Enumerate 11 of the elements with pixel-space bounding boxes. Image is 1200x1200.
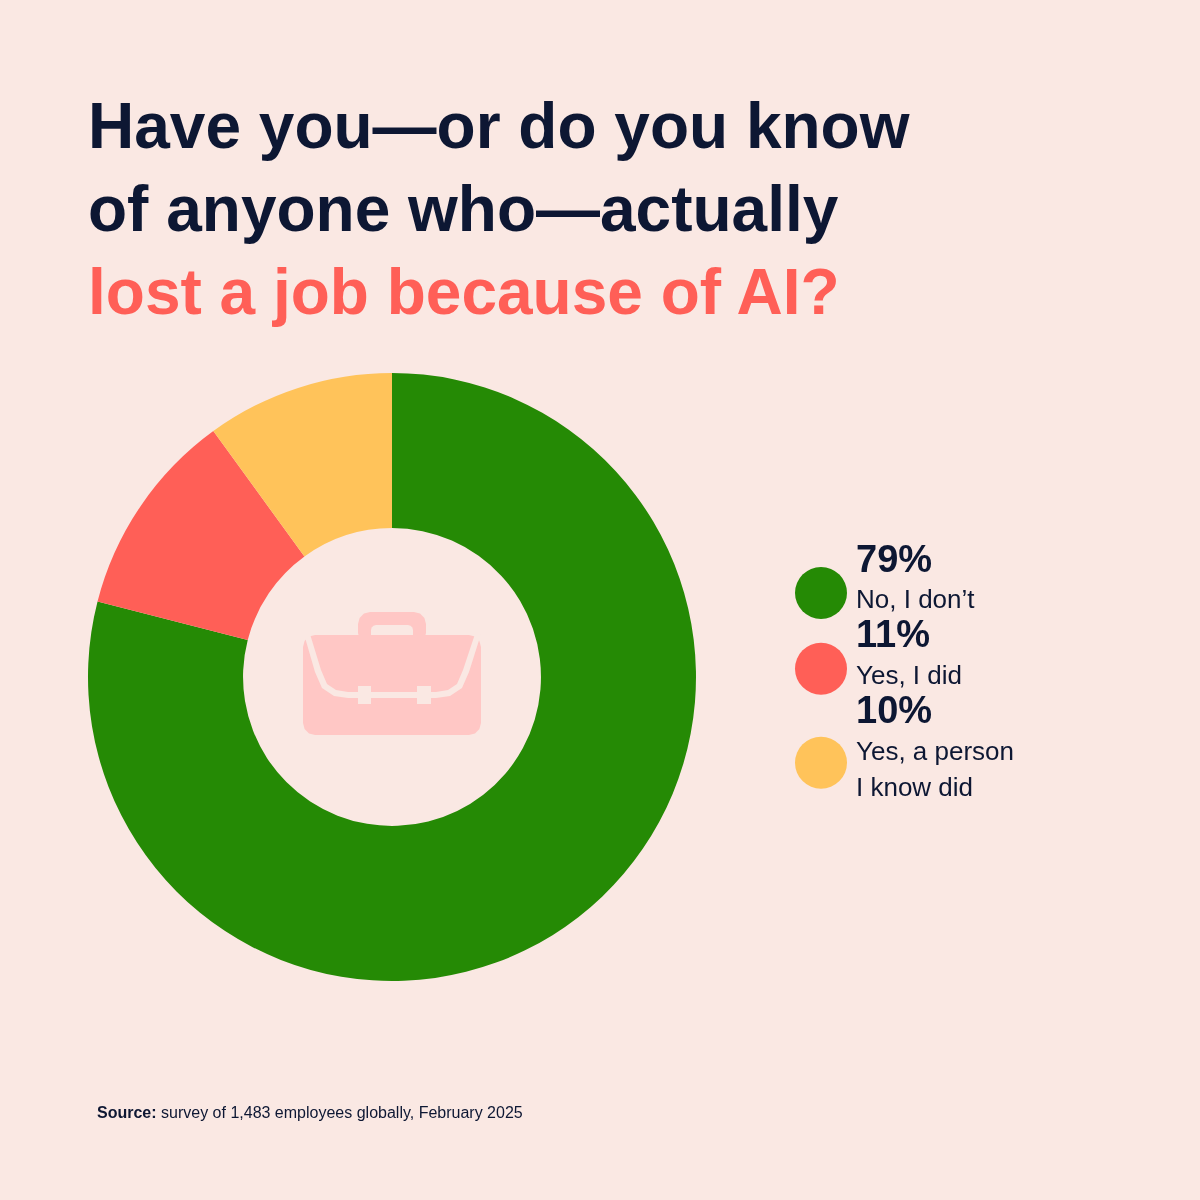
legend-label: No, I don’t	[856, 584, 976, 615]
chart-title: Have you—or do you know of anyone who—actually lost a job because of AI?	[88, 90, 910, 329]
donut-slice	[213, 373, 392, 557]
donut-slice	[88, 373, 696, 981]
data-label: 11%	[856, 613, 930, 656]
data-label: 10%	[856, 689, 933, 732]
legend-label: Yes, I did	[856, 659, 963, 690]
legend-label: Yes, a person I know did	[856, 735, 1015, 803]
data-label: 79%	[856, 537, 933, 580]
source-note: Source: survey of 1,483 employees globally, February 2025	[97, 1104, 523, 1121]
donut-slice	[97, 431, 305, 640]
